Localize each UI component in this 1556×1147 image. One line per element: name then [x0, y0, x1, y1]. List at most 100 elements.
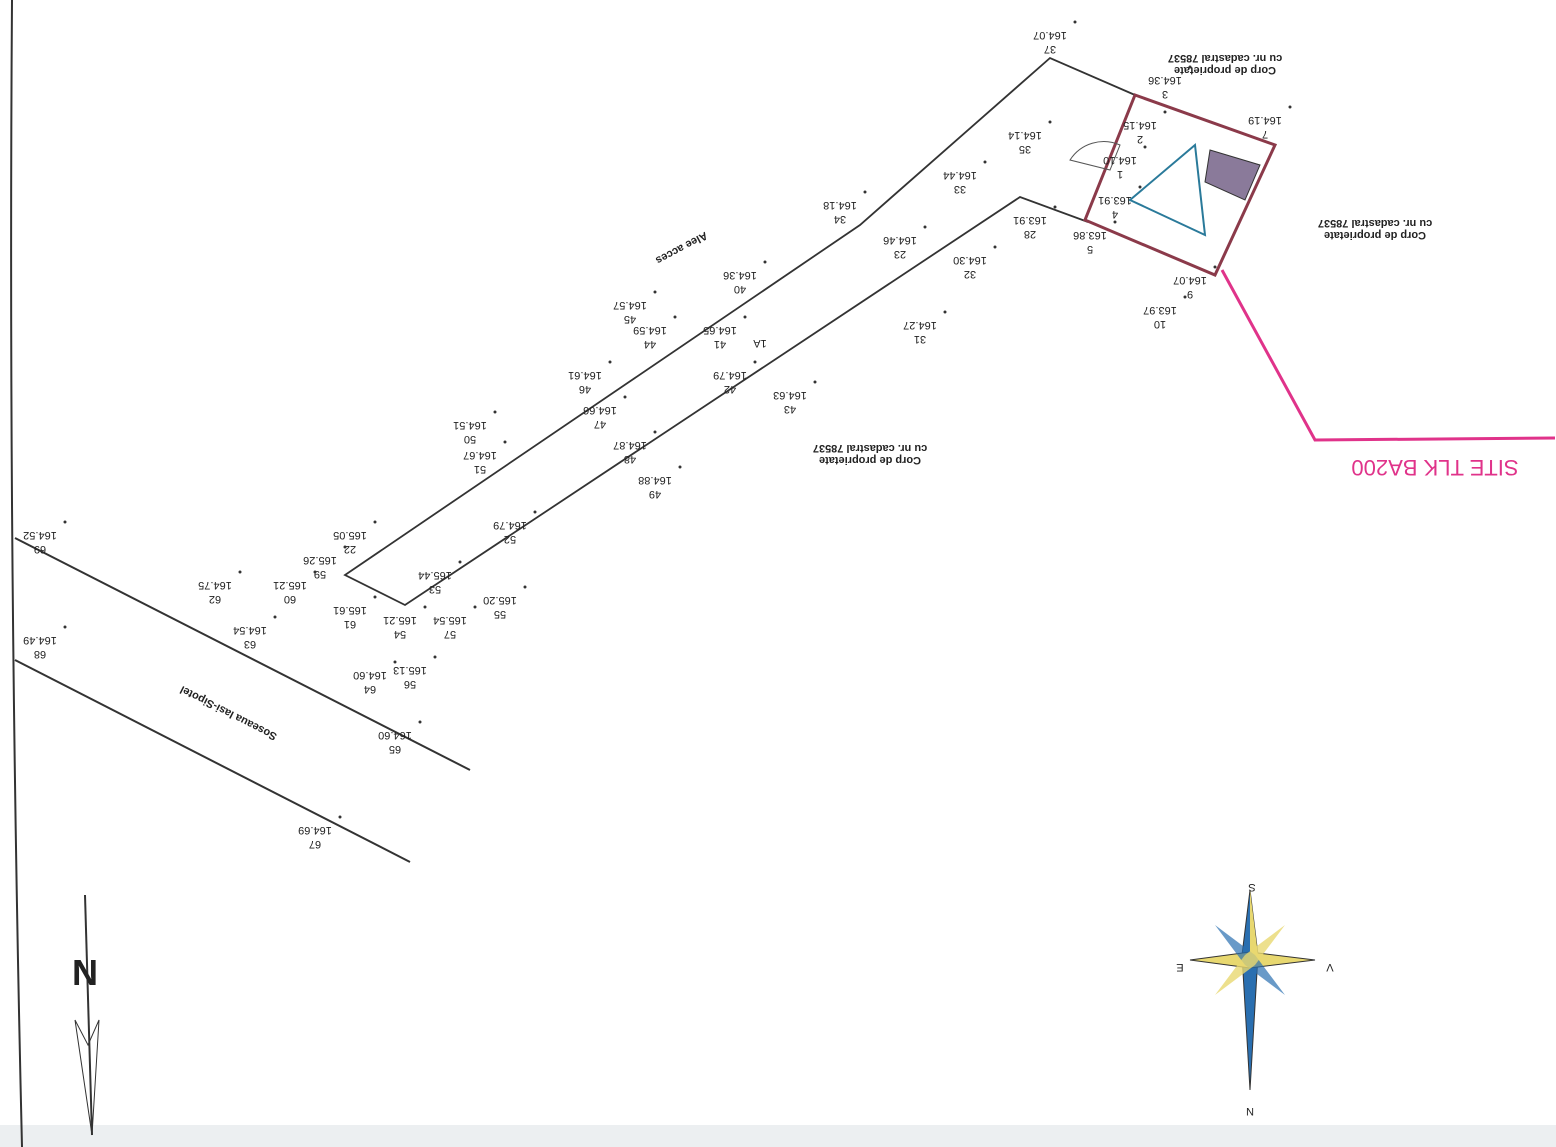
- point-id: 59: [314, 568, 326, 580]
- point-elevation: 164.36: [723, 269, 757, 281]
- point-elevation: 165.13: [393, 664, 427, 676]
- point-id: 64: [364, 683, 376, 695]
- north-arrow-line: [84, 894, 93, 1136]
- point-id: 50: [464, 433, 476, 445]
- point-elevation: 164.75: [198, 579, 232, 591]
- point-id: 67: [309, 838, 321, 850]
- point-elevation: 163.97: [1143, 304, 1177, 316]
- survey-point: [433, 655, 437, 659]
- point-id: 44: [644, 338, 656, 350]
- point-elevation: 164.19: [1248, 114, 1282, 126]
- point-id: 2: [1137, 133, 1143, 145]
- point-id: 68: [34, 648, 46, 660]
- point-id: 28: [1024, 228, 1036, 240]
- point-id: 33: [954, 183, 966, 195]
- survey-point: [678, 465, 682, 469]
- point-id: 61: [344, 618, 356, 630]
- point-elevation: 164.27: [903, 319, 937, 331]
- point-id: 52: [504, 533, 516, 545]
- survey-point: [473, 605, 477, 609]
- survey-point: [373, 520, 377, 524]
- point-id: 65: [389, 743, 401, 755]
- point-elevation: 165.20: [483, 594, 517, 606]
- point-id: 51: [474, 463, 486, 475]
- point-elevation: 164.07: [1033, 29, 1067, 41]
- arc: [1069, 141, 1121, 171]
- point-id: 34: [834, 213, 846, 225]
- point-elevation: 164.46: [883, 234, 917, 246]
- point-elevation: 164.66: [583, 404, 617, 416]
- property-label: cu nr. cadastral 78537: [1318, 217, 1432, 229]
- survey-point: [1113, 220, 1117, 224]
- property-label: Corp de proprietate: [819, 454, 921, 466]
- site-label: SITE TLK BA200: [1351, 455, 1518, 480]
- point-elevation: 164.44: [943, 169, 977, 181]
- point-id: 40: [734, 283, 746, 295]
- point-id: 41: [714, 338, 726, 350]
- survey-point: [493, 410, 497, 414]
- point-id: 23: [894, 248, 906, 260]
- survey-point: [813, 380, 817, 384]
- scan-edge: [0, 1125, 1556, 1147]
- compass-v: V: [1326, 961, 1334, 973]
- extra-label: 1A: [753, 337, 767, 349]
- survey-point: [743, 315, 747, 319]
- point-id: 43: [784, 403, 796, 415]
- survey-point: [423, 605, 427, 609]
- compass-n: N: [1246, 1105, 1254, 1117]
- point-id: 10: [1154, 318, 1166, 330]
- point-elevation: 165.21: [383, 614, 417, 626]
- point-id: 53: [429, 583, 441, 595]
- point-id: 60: [284, 593, 296, 605]
- point-elevation: 163.91: [1098, 194, 1132, 206]
- point-elevation: 164.88: [638, 474, 672, 486]
- survey-point: [1163, 110, 1167, 114]
- survey-point: [763, 260, 767, 264]
- survey-point: [1188, 65, 1192, 69]
- point-elevation: 164.36: [1148, 74, 1182, 86]
- survey-point: [503, 440, 507, 444]
- point-id: 57: [444, 628, 456, 640]
- point-id: 3: [1162, 88, 1168, 100]
- point-elevation: 164.15: [1123, 119, 1157, 131]
- point-id: 47: [594, 418, 606, 430]
- survey-point: [418, 720, 422, 724]
- point-elevation: 163.91: [1013, 214, 1047, 226]
- north-arrow-head: [74, 1019, 100, 1136]
- survey-point: [238, 570, 242, 574]
- equipment: [1204, 149, 1261, 201]
- survey-point: [753, 360, 757, 364]
- point-id: 49: [649, 488, 661, 500]
- survey-point: [343, 545, 347, 549]
- point-elevation: 165.26: [303, 554, 337, 566]
- point-id: 45: [624, 313, 636, 325]
- point-elevation: 164.60: [353, 669, 387, 681]
- survey-point: [1048, 120, 1052, 124]
- point-id: 48: [624, 453, 636, 465]
- survey-point: [608, 360, 612, 364]
- site-boundary: [1083, 93, 1278, 277]
- property-label: cu nr. cadastral 78537: [813, 442, 927, 454]
- point-id: 32: [964, 268, 976, 280]
- point-elevation: 164.18: [823, 199, 857, 211]
- point-elevation: 165.61: [333, 604, 367, 616]
- survey-point: [863, 190, 867, 194]
- point-elevation: 165.44: [418, 569, 452, 581]
- road-edge: [14, 537, 471, 771]
- point-elevation: 164.59: [633, 324, 667, 336]
- survey-point: [313, 570, 317, 574]
- survey-point: [1053, 205, 1057, 209]
- survey-point: [623, 395, 627, 399]
- leader-line: [1220, 269, 1556, 442]
- survey-point: [1183, 295, 1187, 299]
- point-id: 63: [244, 638, 256, 650]
- survey-point: [523, 585, 527, 589]
- point-elevation: 164.30: [953, 254, 987, 266]
- survey-point: [1288, 105, 1292, 109]
- survey-point: [673, 315, 677, 319]
- point-elevation: 164.60: [378, 729, 412, 741]
- point-id: 7: [1262, 128, 1268, 140]
- survey-point: [1213, 265, 1217, 269]
- property-label: Corp de proprietate: [1174, 64, 1276, 76]
